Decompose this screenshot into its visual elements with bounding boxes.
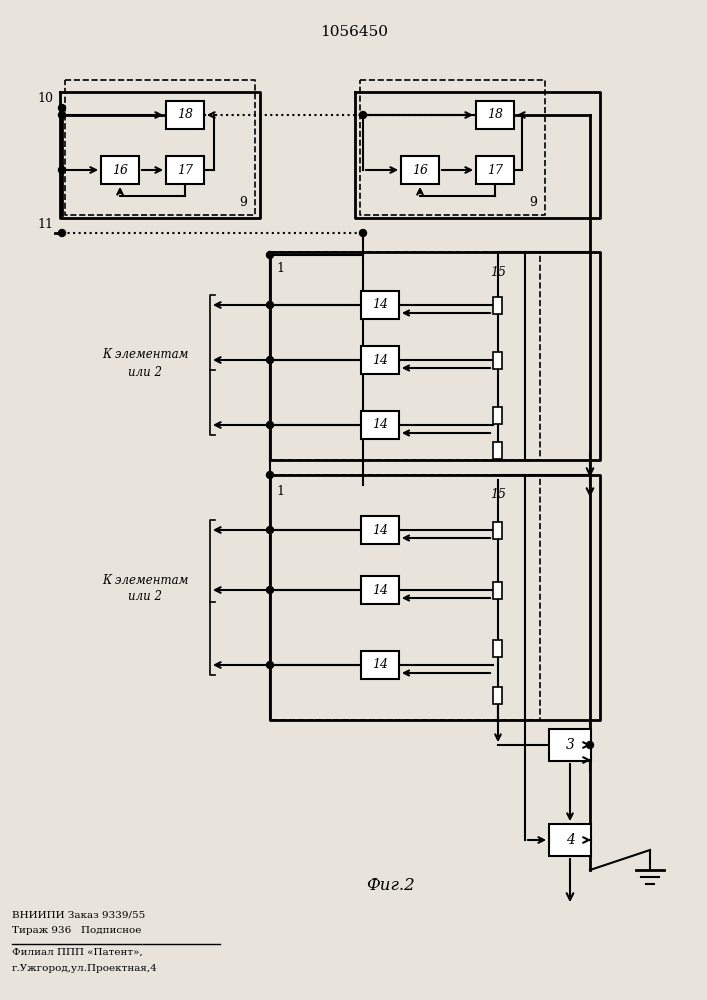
Circle shape [267,662,274,668]
Text: или 2: или 2 [128,365,162,378]
Text: Тираж 936   Подписное: Тираж 936 Подписное [12,926,141,935]
Circle shape [267,302,274,308]
Text: 9: 9 [239,196,247,209]
Text: 14: 14 [372,298,388,312]
Circle shape [267,251,274,258]
Bar [493,582,503,598]
Text: 14: 14 [372,418,388,432]
Circle shape [587,742,593,748]
Text: 9: 9 [529,196,537,209]
Circle shape [359,230,366,236]
Text: 16: 16 [412,163,428,176]
Circle shape [267,586,274,593]
Text: К элементам: К элементам [102,574,188,586]
Text: 14: 14 [372,354,388,366]
Bar [493,296,503,314]
Text: 11: 11 [37,218,53,231]
Bar [166,156,204,184]
Text: Фиг.2: Фиг.2 [366,876,414,894]
Text: 17: 17 [177,163,193,176]
Text: 14: 14 [372,524,388,536]
Bar [361,576,399,604]
Bar [493,352,503,368]
Bar [493,686,503,704]
Circle shape [267,422,274,428]
Text: 15: 15 [490,488,506,502]
Text: 14: 14 [372,658,388,672]
Bar [476,156,514,184]
Text: К элементам: К элементам [102,349,188,361]
Text: 10: 10 [37,92,53,104]
Circle shape [359,111,366,118]
Circle shape [267,472,274,479]
Bar [101,156,139,184]
Text: 1: 1 [276,485,284,498]
Bar [361,291,399,319]
Circle shape [59,230,66,236]
Text: 1056450: 1056450 [320,25,388,39]
Bar [476,101,514,129]
Text: 15: 15 [490,265,506,278]
Text: ВНИИПИ Заказ 9339/55: ВНИИПИ Заказ 9339/55 [12,910,145,919]
Text: 3: 3 [566,738,574,752]
Text: 1: 1 [276,262,284,275]
Text: г.Ужгород,ул.Проектная,4: г.Ужгород,ул.Проектная,4 [12,964,158,973]
Text: 18: 18 [177,108,193,121]
Bar [401,156,439,184]
Bar [166,101,204,129]
Circle shape [59,104,66,111]
Circle shape [267,526,274,534]
Bar [493,406,503,424]
Text: 4: 4 [566,833,574,847]
Bar [361,516,399,544]
Text: 17: 17 [487,163,503,176]
Bar [493,442,503,458]
Bar [361,346,399,374]
Circle shape [59,166,66,174]
Circle shape [267,357,274,363]
Bar [361,411,399,439]
Bar [493,640,503,656]
Bar [493,522,503,538]
Text: Филиал ППП «Патент»,: Филиал ППП «Патент», [12,948,143,957]
Circle shape [59,111,66,118]
Text: или 2: или 2 [128,590,162,603]
Bar [549,729,591,761]
Bar [549,824,591,856]
Bar [361,651,399,679]
Text: 18: 18 [487,108,503,121]
Text: 14: 14 [372,584,388,596]
Text: 16: 16 [112,163,128,176]
